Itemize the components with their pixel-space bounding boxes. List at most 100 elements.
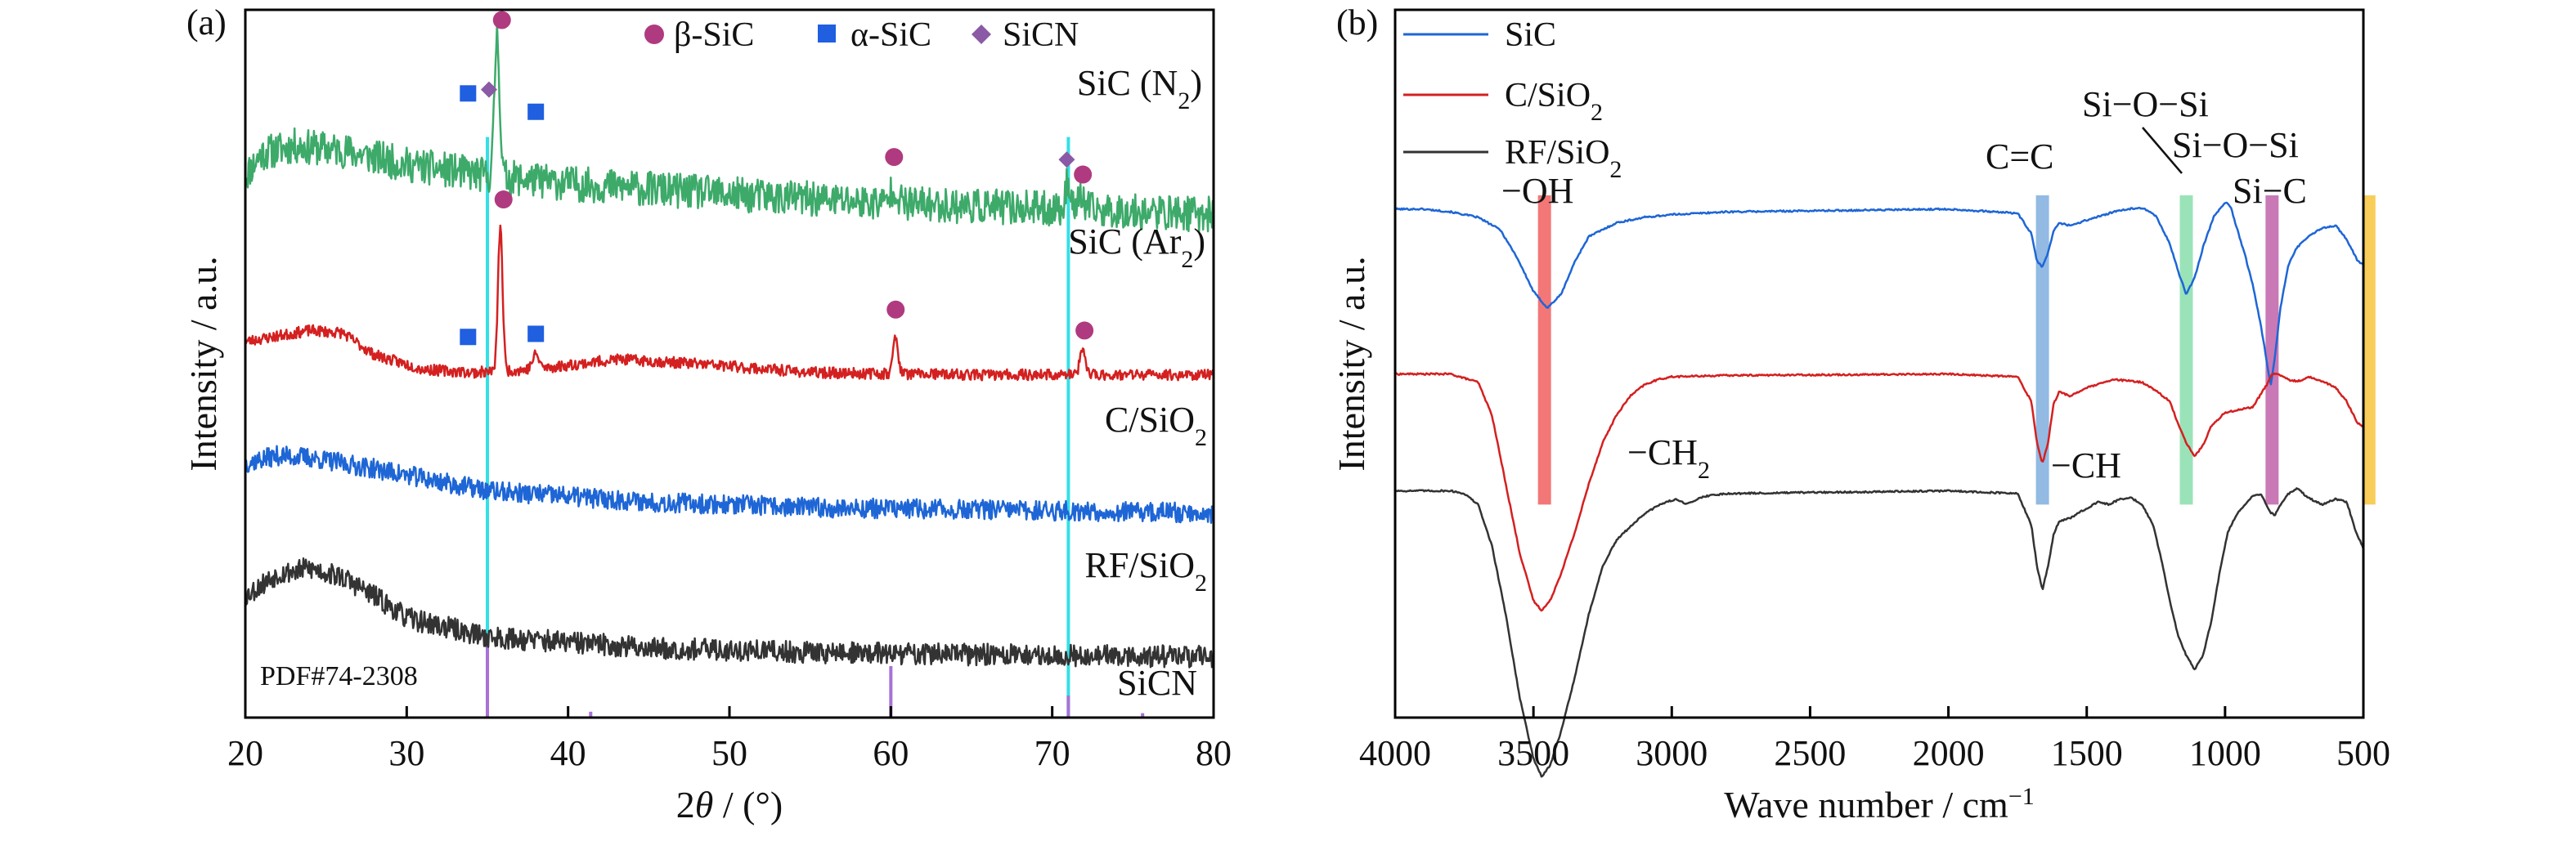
label-c-sio2-sub: 2 [1195, 424, 1207, 451]
x-tick-label-1: 30 [388, 733, 424, 773]
panel-a-label: (a) [186, 2, 227, 42]
xrd-panel: (a) 20 30 40 50 60 70 80 2θ / (°) Intensity / … [182, 2, 1232, 825]
label-sic-ar2-end: ) [1193, 221, 1205, 262]
marker-beta-sic-11 [1075, 321, 1094, 340]
label-sic-n2-end: ) [1190, 63, 1202, 103]
marker-sicn-1 [480, 81, 497, 98]
series-label-c-sio2: C/SiO2 [1105, 400, 1207, 451]
marker-beta-sic-7 [494, 190, 513, 209]
x-tick-label-3: 50 [711, 733, 747, 773]
marker-alpha-sic-3 [527, 103, 545, 120]
xrd-series-line-2 [244, 445, 1215, 524]
legend-beta-sic-marker [644, 25, 664, 44]
y-axis-title: Intensity / a.u. [182, 256, 224, 471]
marker-beta-sic-10 [886, 300, 905, 319]
label-sic-ar2-sub: 2 [1181, 246, 1193, 273]
x-tick-label-b-2: 3000 [1636, 733, 1708, 773]
legend-rf-sio2-label: RF/SiO2 [1505, 134, 1622, 183]
x-tick-label-b-1: 3500 [1497, 733, 1569, 773]
annot-si-o-si-1-pointer [2142, 127, 2183, 174]
annot-cc: C=C [1986, 136, 2054, 177]
legend-rf-sio2-main: RF/SiO [1505, 134, 1609, 172]
label-sic-n2-main: SiC (N [1077, 63, 1178, 103]
legend-rf-sio2-sub: 2 [1609, 156, 1622, 183]
x-axis-title-theta: θ [695, 784, 714, 825]
legend-alpha-sic-label: α-SiC [850, 16, 931, 54]
label-rf-sio2-sub: 2 [1195, 570, 1207, 597]
x-tick-label-4: 60 [873, 733, 909, 773]
x-axis-title-main: 2 [676, 784, 695, 825]
x-axis-title-b: Wave number / cm−1 [1724, 783, 2034, 826]
annot-oh: −OH [1501, 171, 1573, 211]
label-sic-ar2-main: SiC (Ar [1068, 221, 1181, 262]
marker-alpha-sic-2 [460, 85, 477, 102]
band-2 [2179, 195, 2193, 505]
legend-sic-main: SiC [1505, 16, 1556, 54]
annot-ch2-sub: 2 [1698, 457, 1710, 484]
legend-sicn-marker [972, 25, 991, 44]
x-axis-title-b-sup: −1 [2008, 783, 2035, 810]
xrd-series-line-1 [244, 224, 1215, 382]
band-1 [2035, 195, 2049, 505]
x-tick-label-b-5: 1500 [2051, 733, 2123, 773]
annot-si-o-si-2: Si−O−Si [2172, 125, 2299, 165]
xrd-series [244, 22, 1215, 669]
x-tick-label-0: 20 [227, 733, 263, 773]
band-0 [1537, 195, 1551, 505]
x-axis-ticks: 20 30 40 50 60 70 80 [227, 706, 1232, 773]
marker-beta-sic-6 [1074, 165, 1093, 184]
marker-beta-sic-0 [492, 11, 511, 29]
ftir-series [1394, 201, 2365, 778]
ftir-legend: SiC C/SiO2 RF/SiO2 [1403, 16, 1622, 183]
ftir-series-line-0 [1394, 201, 2364, 386]
x-tick-label-5: 70 [1034, 733, 1070, 773]
x-tick-label-2: 40 [550, 733, 586, 773]
x-axis-title-b-main: Wave number / cm [1724, 784, 2008, 825]
x-axis-title-rest: / (°) [713, 784, 783, 825]
x-tick-label-b-4: 2000 [1913, 733, 1985, 773]
x-tick-label-b-3: 2500 [1774, 733, 1846, 773]
legend-alpha-sic-marker [818, 25, 836, 42]
sicn-reference-label: SiCN [1117, 663, 1197, 703]
x-axis-ticks-b: 4000 3500 3000 2500 2000 1500 1000 500 [1359, 706, 2390, 773]
ftir-series-line-1 [1394, 372, 2364, 612]
legend-beta-sic-label: β-SiC [674, 16, 754, 54]
annot-si-o-si-1: Si−O−Si [2082, 84, 2209, 124]
series-label-sic-ar2: SiC (Ar2) [1068, 221, 1205, 273]
xrd-legend: β-SiC α-SiC SiCN [644, 16, 1079, 54]
ftir-panel: (b) 4000 3500 3000 2500 2000 1500 1000 500 Wave… [1331, 2, 2390, 825]
legend-sic-label: SiC [1505, 16, 1556, 54]
legend-c-sio2-sub: 2 [1591, 99, 1603, 126]
peak-markers [460, 11, 1094, 346]
annot-ch: −CH [2051, 445, 2121, 485]
pdf-card-label: PDF#74-2308 [260, 661, 418, 691]
x-tick-label-b-6: 1000 [2189, 733, 2261, 773]
marker-beta-sic-4 [885, 148, 904, 167]
legend-sicn-label: SiCN [1003, 16, 1079, 54]
marker-alpha-sic-8 [460, 329, 477, 346]
label-c-sio2-main: C/SiO [1105, 400, 1195, 440]
x-axis-title: 2θ / (°) [676, 784, 783, 825]
plot-frame-b [1393, 8, 2365, 719]
x-tick-label-6: 80 [1196, 733, 1232, 773]
label-rf-sio2-main: RF/SiO [1084, 545, 1195, 585]
legend-c-sio2-main: C/SiO [1505, 77, 1591, 114]
xrd-series-line-3 [244, 557, 1214, 669]
marker-alpha-sic-9 [527, 325, 545, 342]
x-tick-label-b-0: 4000 [1359, 733, 1431, 773]
ftir-series-line-2 [1394, 487, 2365, 778]
panel-b-label: (b) [1336, 2, 1378, 42]
series-label-rf-sio2: RF/SiO2 [1084, 545, 1207, 597]
xrd-series-line-0 [244, 22, 1215, 233]
band-4 [2362, 195, 2376, 505]
annot-ch2: −CH2 [1627, 432, 1710, 484]
y-axis-title-b: Intensity / a.u. [1331, 256, 1372, 471]
label-sic-n2-sub: 2 [1178, 87, 1190, 114]
annot-si-c: Si−C [2233, 171, 2307, 211]
series-label-sic-n2: SiC (N2) [1077, 63, 1202, 114]
absorption-bands [1537, 195, 2376, 505]
legend-c-sio2-label: C/SiO2 [1505, 77, 1603, 126]
marker-sicn-5 [1058, 151, 1075, 168]
